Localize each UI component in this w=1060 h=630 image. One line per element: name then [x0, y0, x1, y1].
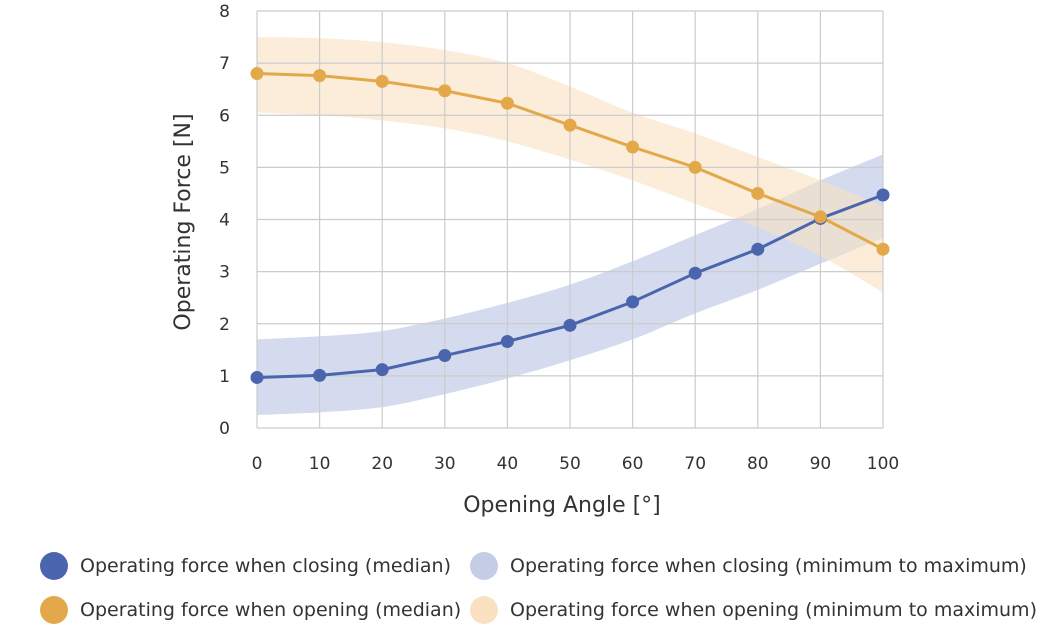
chart-legend: Operating force when closing (median) Op… [40, 550, 1050, 626]
data-point [876, 188, 890, 202]
legend-item-closing-median: Operating force when closing (median) [40, 550, 470, 582]
data-point [876, 242, 890, 256]
x-tick-label: 10 [309, 454, 331, 474]
data-point [313, 368, 327, 382]
data-point [313, 69, 327, 83]
data-point [813, 210, 827, 224]
legend-item-opening-range: Operating force when opening (minimum to… [470, 594, 1050, 626]
data-point [626, 295, 640, 309]
data-point [626, 140, 640, 154]
data-point [563, 318, 577, 332]
x-tick-label: 20 [371, 454, 393, 474]
y-tick-label: 4 [219, 211, 230, 231]
x-tick-label: 50 [559, 454, 581, 474]
x-tick-label: 100 [867, 454, 899, 474]
data-point [563, 118, 577, 132]
x-axis-ticks: 0 10 20 30 40 50 60 70 80 90 100 [252, 454, 900, 474]
legend-swatch [40, 552, 68, 580]
data-point [751, 242, 765, 256]
line-chart: 0 10 20 30 40 50 60 70 80 90 100 0 1 2 3 4 5 6 7 8 Opening… [171, 2, 900, 518]
data-point [250, 67, 264, 81]
x-tick-label: 70 [684, 454, 706, 474]
legend-label: Operating force when closing (minimum to… [510, 555, 1027, 577]
y-tick-label: 1 [219, 367, 230, 387]
y-axis-ticks: 0 1 2 3 4 5 6 7 8 [219, 2, 230, 439]
legend-swatch [40, 596, 68, 624]
y-tick-label: 6 [219, 106, 230, 126]
x-axis-title: Opening Angle [°] [463, 493, 661, 518]
x-tick-label: 90 [810, 454, 832, 474]
data-point [438, 349, 452, 363]
legend-item-opening-median: Operating force when opening (median) [40, 594, 470, 626]
data-point [438, 84, 452, 98]
data-point [250, 370, 264, 384]
x-tick-label: 30 [434, 454, 456, 474]
legend-item-closing-range: Operating force when closing (minimum to… [470, 550, 1050, 582]
legend-label: Operating force when closing (median) [80, 555, 451, 577]
legend-swatch [470, 596, 498, 624]
x-tick-label: 80 [747, 454, 769, 474]
data-point [375, 363, 389, 377]
chart-grid [256, 10, 884, 429]
data-point [751, 186, 765, 200]
x-tick-label: 0 [252, 454, 263, 474]
y-tick-label: 5 [219, 158, 230, 178]
y-tick-label: 8 [219, 2, 230, 22]
data-point [375, 74, 389, 88]
legend-label: Operating force when opening (median) [80, 599, 462, 621]
range-band-1 [257, 37, 883, 293]
y-tick-label: 0 [219, 419, 230, 439]
x-tick-label: 60 [622, 454, 644, 474]
data-point [688, 160, 702, 174]
y-tick-label: 2 [219, 315, 230, 335]
legend-label: Operating force when opening (minimum to… [510, 599, 1037, 621]
data-point [500, 334, 514, 348]
x-tick-label: 40 [497, 454, 519, 474]
y-tick-label: 7 [219, 54, 230, 74]
y-axis-title: Operating Force [N] [171, 113, 196, 330]
median-points [250, 67, 890, 384]
legend-swatch [470, 552, 498, 580]
data-point [688, 266, 702, 280]
y-tick-label: 3 [219, 263, 230, 283]
data-point [500, 96, 514, 110]
